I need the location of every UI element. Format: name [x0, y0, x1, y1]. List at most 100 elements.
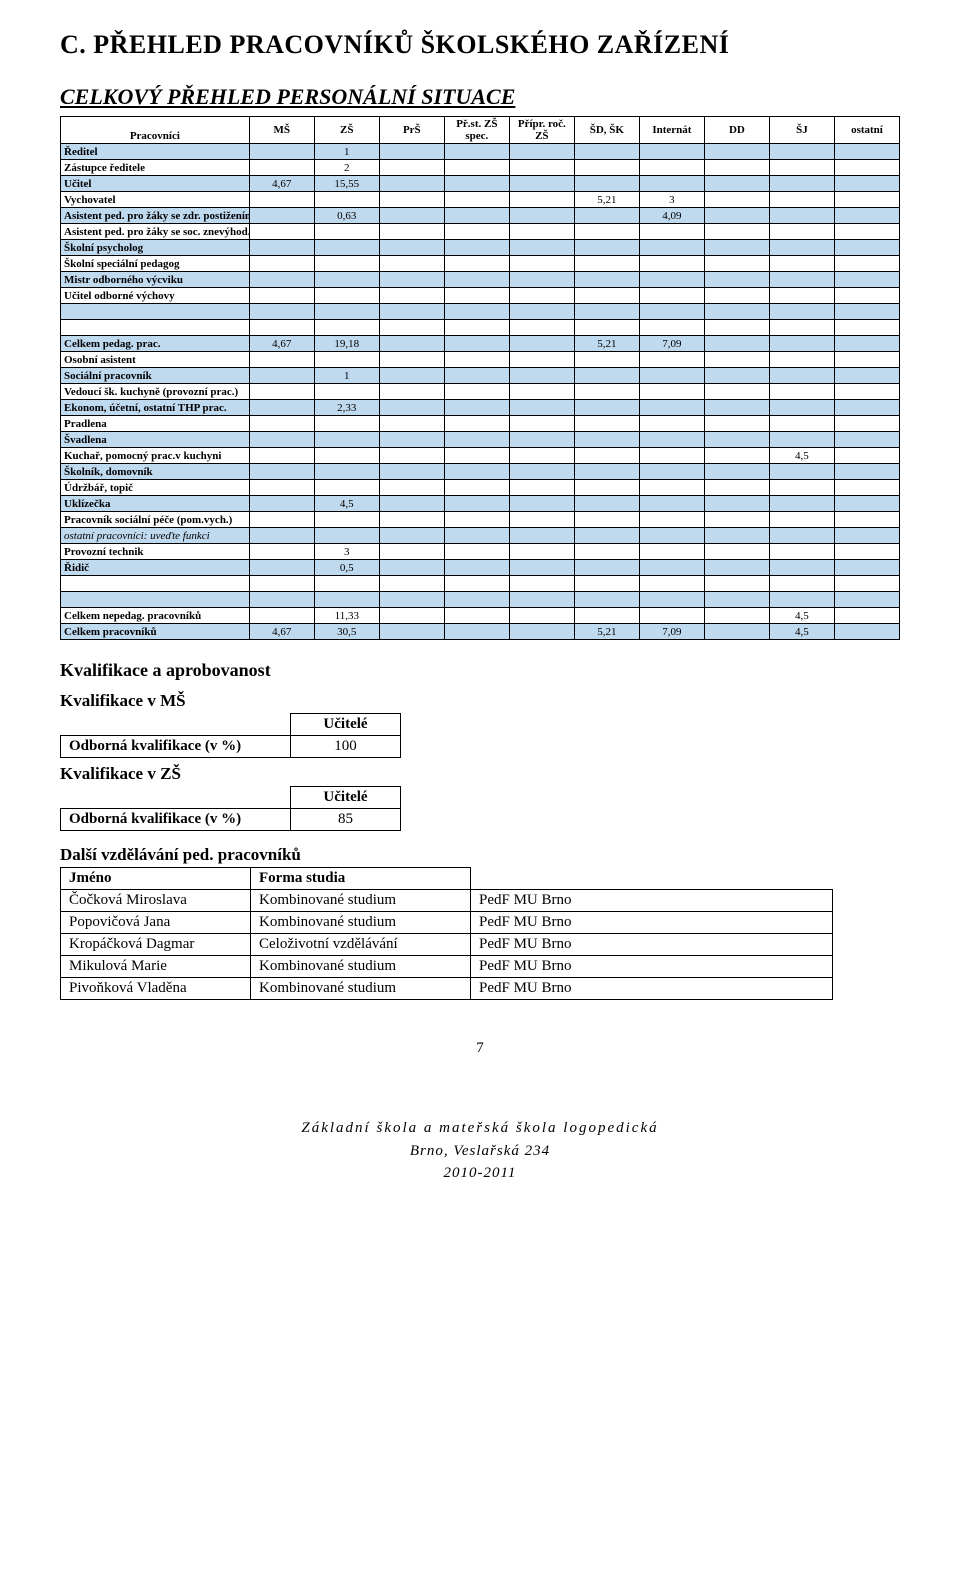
- row-label: Sociální pracovník: [61, 368, 250, 384]
- table-row: Asistent ped. pro žáky se zdr. postižení…: [61, 208, 900, 224]
- cell: [509, 448, 574, 464]
- cell: [834, 240, 899, 256]
- cell: [379, 240, 444, 256]
- cell: [834, 624, 899, 640]
- cell: [314, 304, 379, 320]
- cell: [379, 208, 444, 224]
- cell: [834, 608, 899, 624]
- cell: [769, 384, 834, 400]
- cell: [834, 192, 899, 208]
- col-header: PrŠ: [379, 117, 444, 144]
- cell: Mikulová Marie: [61, 956, 251, 978]
- row-label: Asistent ped. pro žáky se soc. znevýhod.: [61, 224, 250, 240]
- cell: [574, 496, 639, 512]
- cell: [834, 144, 899, 160]
- cell: [574, 384, 639, 400]
- cell: [509, 608, 574, 624]
- cell: [639, 432, 704, 448]
- cell: [769, 144, 834, 160]
- row-label: Pradlena: [61, 416, 250, 432]
- cell: 3: [314, 544, 379, 560]
- cell: [574, 352, 639, 368]
- cell: [574, 256, 639, 272]
- cell: [314, 480, 379, 496]
- col-header: ŠD, ŠK: [574, 117, 639, 144]
- page-footer: Základní škola a mateřská škola logopedi…: [60, 1117, 900, 1185]
- cell: [444, 592, 509, 608]
- cell: [249, 304, 314, 320]
- cell: [379, 272, 444, 288]
- cell: [834, 464, 899, 480]
- cell: [639, 240, 704, 256]
- cell: [639, 416, 704, 432]
- cell: [834, 336, 899, 352]
- row-label: Švadlena: [61, 432, 250, 448]
- cell: [574, 224, 639, 240]
- footer-line2: Brno, Veslařská 234: [60, 1140, 900, 1163]
- cell: [314, 352, 379, 368]
- cell: [444, 608, 509, 624]
- cell: [704, 320, 769, 336]
- cell: [249, 576, 314, 592]
- cell: [769, 208, 834, 224]
- cell: [509, 416, 574, 432]
- cell: [639, 592, 704, 608]
- table-row: Celkem pedag. prac.4,6719,185,217,09: [61, 336, 900, 352]
- cell: [379, 432, 444, 448]
- cell: [444, 336, 509, 352]
- cell: [769, 400, 834, 416]
- table-row: Mistr odborného výcviku: [61, 272, 900, 288]
- cell: [574, 144, 639, 160]
- cell: 30,5: [314, 624, 379, 640]
- cell: 5,21: [574, 336, 639, 352]
- cell: [704, 192, 769, 208]
- cell: [704, 512, 769, 528]
- cell: [769, 304, 834, 320]
- table-row: Údržbář, topič: [61, 480, 900, 496]
- cell: 3: [639, 192, 704, 208]
- cell: [639, 496, 704, 512]
- kv-ms-table: Učitelé Odborná kvalifikace (v %) 100: [60, 713, 401, 758]
- cell: [639, 464, 704, 480]
- table-row: Učitel4,6715,55: [61, 176, 900, 192]
- cell: [379, 192, 444, 208]
- cell: [704, 576, 769, 592]
- cell: [509, 208, 574, 224]
- cell: [444, 368, 509, 384]
- cell: [769, 256, 834, 272]
- row-label: Kuchař, pomocný prac.v kuchyni: [61, 448, 250, 464]
- cell: [574, 608, 639, 624]
- cell: 4,67: [249, 624, 314, 640]
- cell: [379, 608, 444, 624]
- cell: [379, 176, 444, 192]
- cell: [769, 368, 834, 384]
- table-row: Ekonom, účetní, ostatní THP prac.2,33: [61, 400, 900, 416]
- cell: [444, 160, 509, 176]
- cell: [639, 560, 704, 576]
- cell: [574, 240, 639, 256]
- cell: [444, 144, 509, 160]
- kv-zs-title: Kvalifikace v ZŠ: [60, 764, 900, 784]
- table-row: Pracovník sociální péče (pom.vych.): [61, 512, 900, 528]
- cell: [574, 416, 639, 432]
- col-header: ostatní: [834, 117, 899, 144]
- table-row: Řidič0,5: [61, 560, 900, 576]
- cell: [509, 624, 574, 640]
- cell: [444, 464, 509, 480]
- cell: [769, 480, 834, 496]
- cell: [574, 400, 639, 416]
- cell: PedF MU Brno: [471, 934, 833, 956]
- cell: [379, 336, 444, 352]
- col-header: Př.st. ZŠ spec.: [444, 117, 509, 144]
- col-header: ZŠ: [314, 117, 379, 144]
- cell: [639, 352, 704, 368]
- cell: [834, 496, 899, 512]
- cell: [249, 416, 314, 432]
- table-row: Celkem nepedag. pracovníků11,334,5: [61, 608, 900, 624]
- cell: 11,33: [314, 608, 379, 624]
- cell: [834, 224, 899, 240]
- cell: [444, 208, 509, 224]
- cell: [639, 576, 704, 592]
- cell: [834, 416, 899, 432]
- cell: [509, 144, 574, 160]
